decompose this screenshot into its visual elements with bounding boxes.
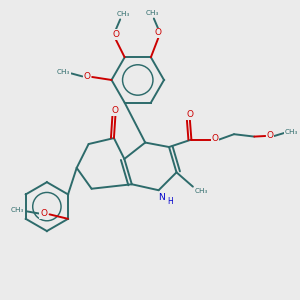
Text: N: N [158,193,165,202]
Text: O: O [112,30,119,39]
Text: O: O [40,209,47,218]
Text: O: O [112,106,119,115]
Text: CH₃: CH₃ [116,11,130,17]
Text: H: H [167,197,173,206]
Text: CH₃: CH₃ [146,10,159,16]
Text: O: O [212,134,219,143]
Text: CH₃: CH₃ [194,188,208,194]
Text: O: O [155,28,162,37]
Text: CH₃: CH₃ [284,129,298,135]
Text: O: O [83,72,90,81]
Text: CH₃: CH₃ [57,69,70,75]
Text: CH₃: CH₃ [11,207,24,213]
Text: O: O [267,131,274,140]
Text: O: O [186,110,194,119]
